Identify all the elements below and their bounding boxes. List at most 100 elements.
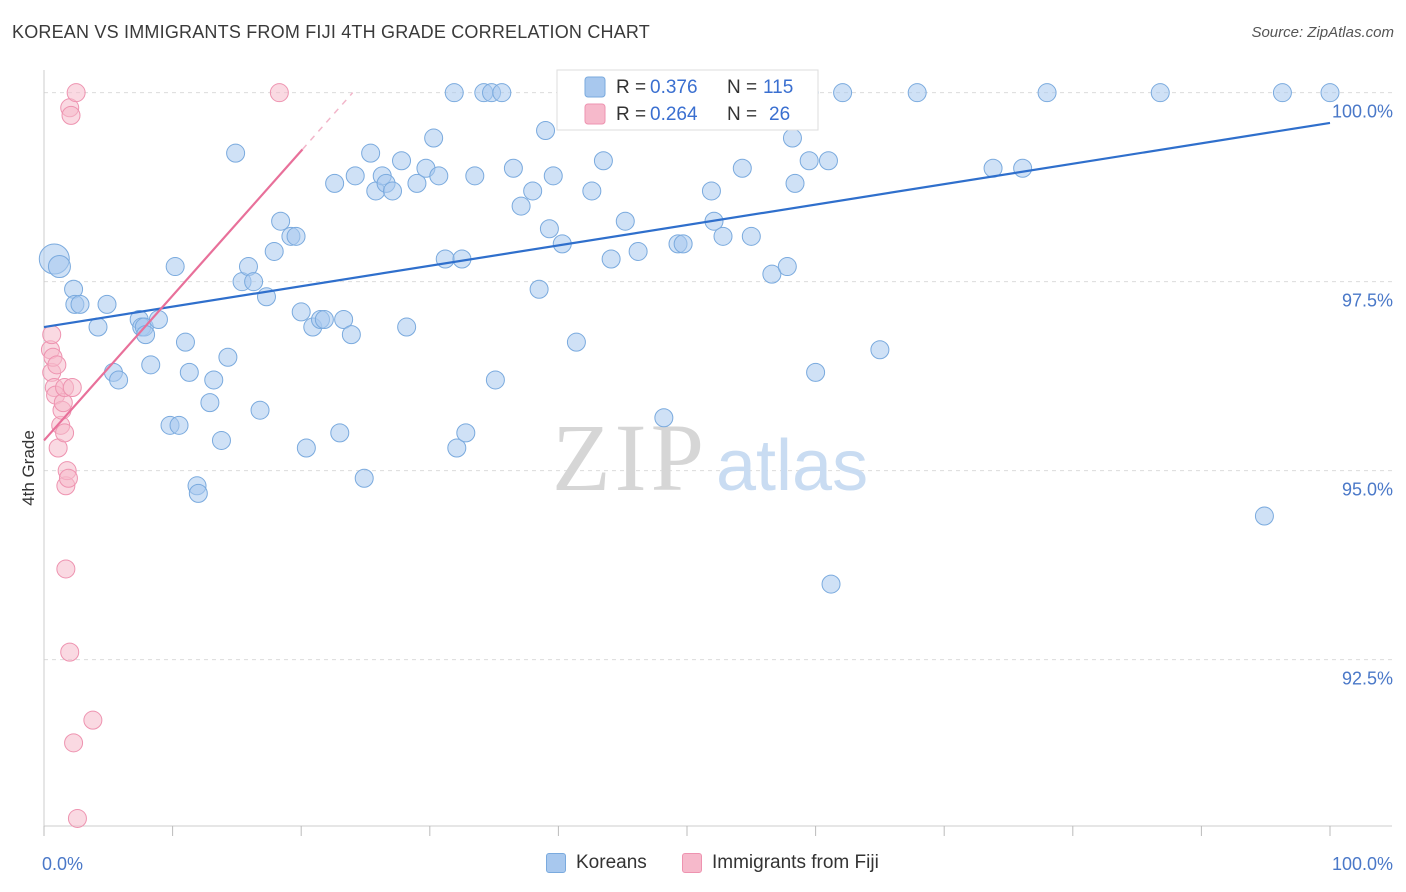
korean-point [397,317,417,337]
fiji-point [62,378,82,398]
stats-n-value-koreans: 115 [763,77,793,98]
korean-point [200,393,220,413]
korean-point [833,83,853,103]
fiji-point [42,325,62,345]
korean-point [492,83,512,103]
y-tick-label: 100.0% [1332,102,1393,122]
korean-point [741,226,761,246]
fiji-point [47,355,67,375]
legend-item-koreans[interactable]: Koreans [546,852,647,874]
korean-point [444,83,464,103]
watermark-atlas: atlas [716,426,868,506]
legend-item-fiji[interactable]: Immigrants from Fiji [682,852,879,874]
labels-layer: 92.5% 95.0% 97.5% 100.0% 0.0% 100.0% [42,102,1393,874]
korean-point [503,158,523,178]
grid-layer [44,92,1392,661]
trend-layer [43,92,1331,442]
korean-point [821,574,841,594]
stats-n-label-fiji: N = [727,104,757,125]
korean-point [673,234,693,254]
stats-r-label-koreans: R = [616,77,646,98]
korean-point [169,415,189,435]
korean-point [424,128,444,148]
korean-point [179,362,199,382]
korean-point [777,257,797,277]
fiji-point [269,83,289,103]
korean-point [383,181,403,201]
korean-point [762,264,782,284]
x-tick-label: 0.0% [42,854,83,874]
korean-point [392,151,412,171]
korean-point [291,302,311,322]
korean-point [211,430,231,450]
korean-point [361,143,381,163]
x-tick-label: 100.0% [1332,854,1393,874]
korean-point [799,151,819,171]
fiji-point [66,83,86,103]
stats-n-label-koreans: N = [727,77,757,98]
korean-point [264,241,284,261]
fiji-point [58,468,78,488]
fiji-point [55,423,75,443]
korean-point [1254,506,1274,526]
stats-box: R = 0.376 N = 115 R = 0.264 N = 26 [556,69,819,131]
korean-point [226,143,246,163]
korean-point [806,362,826,382]
y-tick-label: 95.0% [1342,480,1393,500]
korean-point [141,355,161,375]
korean-point [330,423,350,443]
korean-point [713,226,733,246]
korean-point [785,173,805,193]
korean-point [341,325,361,345]
korean-point [334,309,354,329]
fiji-point [56,559,76,579]
korean-point [701,181,721,201]
korean-point [582,181,602,201]
korean-point [523,181,543,201]
fiji-point [60,642,80,662]
y-tick-label: 97.5% [1342,291,1393,311]
korean-point [456,423,476,443]
korean-point [1320,83,1340,103]
korean-point [1013,158,1033,178]
korean-point [407,173,427,193]
korean-point [566,332,586,352]
fiji-trendline-extension [301,92,354,150]
fiji-point [64,733,84,753]
fiji-point [67,808,87,828]
stats-r-value-fiji: 0.264 [650,104,698,125]
legend-swatch-fiji [682,853,702,873]
korean-point [447,438,467,458]
korean-point [88,317,108,337]
chart-title: KOREAN VS IMMIGRANTS FROM FIJI 4TH GRADE… [12,22,650,42]
legend-label-fiji: Immigrants from Fiji [712,852,879,873]
korean-point [429,166,449,186]
korean-point [325,173,345,193]
korean-point [354,468,374,488]
korean-point [593,151,613,171]
korean-point [109,370,129,390]
korean-point [536,120,556,140]
stats-swatch-fiji [584,103,606,125]
korean-point [47,255,71,279]
korean-point [543,166,563,186]
korean-point [870,340,890,360]
korean-point [244,272,264,292]
korean-point [1150,83,1170,103]
korean-point [188,483,208,503]
fiji-point [83,710,103,730]
korean-point [907,83,927,103]
korean-point [250,400,270,420]
korean-point [97,294,117,314]
korean-point [286,226,306,246]
korean-point [539,219,559,239]
korean-point [601,249,621,269]
korean-point [529,279,549,299]
stats-r-value-koreans: 0.376 [650,77,698,98]
korean-trendline [43,121,1331,329]
fiji-trendline [43,148,304,442]
legend-label-koreans: Koreans [576,852,647,873]
korean-point [175,332,195,352]
legend-swatch-koreans [546,853,566,873]
